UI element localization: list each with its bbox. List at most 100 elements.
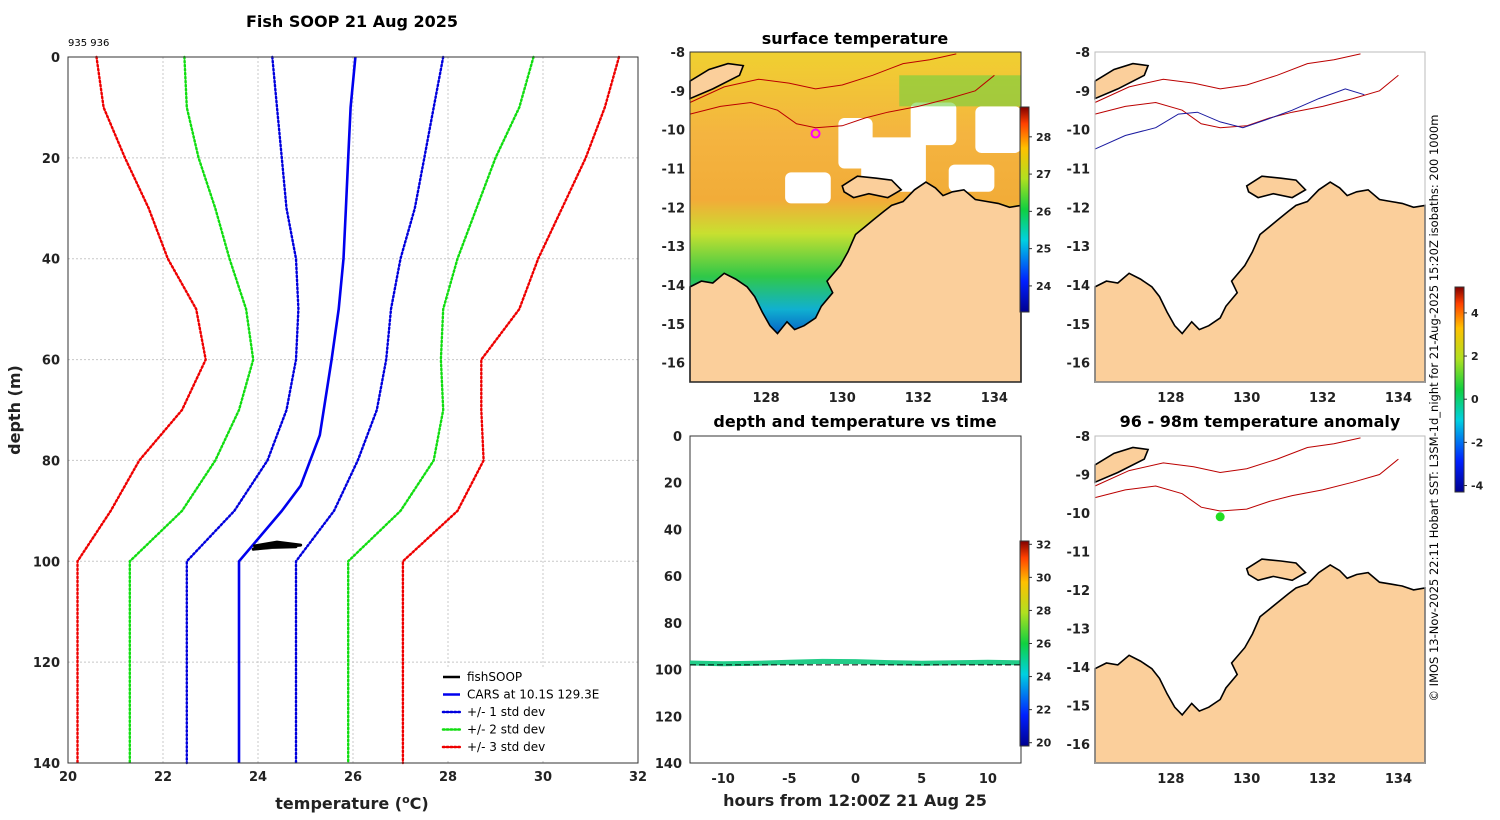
map-ytick-label: -11	[1067, 545, 1091, 560]
sst-colorbar-ticks: 24 25 26 27 28	[1029, 131, 1052, 293]
depth-time-frame	[689, 435, 1022, 764]
legend-label: +/- 1 std dev	[467, 705, 545, 719]
isobath-map-field	[1094, 53, 1426, 383]
colorbar-tick-label: 28	[1036, 604, 1051, 617]
anomaly-colorbar-ticks: -4 -2 0 2 4	[1464, 307, 1484, 493]
profile-xtick-label: 28	[439, 770, 457, 785]
isobath-map-frame	[1094, 51, 1426, 383]
depth-time-xtick-label: -5	[782, 772, 796, 787]
profile-series-line--3-std-dev-lower	[76, 55, 207, 765]
profile-legend: fishSOOP CARS at 10.1S 129.3E +/- 1 std de…	[437, 667, 636, 761]
anomaly-map-title: 96 - 98m temperature anomaly	[1120, 412, 1401, 431]
map-ytick-label: -15	[662, 318, 686, 333]
colorbar-tick-label: 20	[1036, 737, 1052, 750]
profile-xtick-label: 22	[154, 770, 172, 785]
colorbar-tick-label: 2	[1471, 350, 1479, 363]
map-ytick-label: -16	[662, 357, 686, 372]
map-ytick-label: -14	[1067, 661, 1091, 676]
anomaly-map-frame	[1094, 435, 1426, 764]
profile-series	[76, 55, 621, 765]
legend-label: fishSOOP	[467, 670, 522, 684]
profile-ytick-label: 100	[33, 555, 60, 570]
map-ytick-label: -9	[1076, 85, 1090, 100]
anomaly-map-panel: 96 - 98m temperature anomaly 128 130 132 13…	[1067, 286, 1484, 787]
iso-isobath-deep	[1094, 88, 1365, 150]
map-xtick-label: 134	[981, 391, 1008, 406]
map-ytick-label: -9	[1076, 468, 1090, 483]
colorbar-tick-label: 26	[1036, 205, 1052, 218]
map-xtick-label: 134	[1385, 772, 1412, 787]
depth-time-xlabel: hours from 12:00Z 21 Aug 25	[723, 791, 987, 810]
colorbar-tick-label: 24	[1036, 671, 1052, 684]
colorbar-tick-label: 32	[1036, 538, 1051, 551]
profile-xtick-label: 24	[249, 770, 267, 785]
depth-time-title: depth and temperature vs time	[713, 412, 996, 431]
profile-ytick-label: 140	[33, 757, 60, 772]
depth-time-series	[689, 658, 1022, 667]
profile-xtick-label: 20	[59, 770, 77, 785]
colorbar-tick-label: 22	[1036, 704, 1051, 717]
iso-land	[1094, 181, 1426, 383]
profile-panel: Fish SOOP 21 Aug 2025 935 936 20 22 24 26 28…	[5, 12, 647, 813]
map-ytick-label: -11	[662, 162, 686, 177]
sst-map-title: surface temperature	[762, 29, 949, 48]
cloud-gap	[785, 172, 831, 204]
depth-time-xtick-label: -10	[711, 772, 735, 787]
legend-label: +/- 3 std dev	[467, 740, 545, 754]
map-ytick-label: -15	[1067, 318, 1091, 333]
isobath-map-panel: 128 130 132 134 -8 -9 -10 -11 -12 -13 -14 -15 -16	[1067, 46, 1426, 406]
map-ytick-label: -10	[1067, 124, 1091, 139]
iso-isobath-200	[1094, 74, 1399, 129]
depth-time-xtick-label: 5	[917, 772, 926, 787]
sst-isobath-200	[689, 74, 995, 129]
isobath-map-tick-labels: 128 130 132 134 -8 -9 -10 -11 -12 -13 -14 -15 -16	[1067, 46, 1413, 406]
profile-subtitle: 935 936	[68, 38, 109, 49]
colorbar-tick-label: 27	[1036, 168, 1051, 181]
anomaly-isobath-1000	[1094, 437, 1361, 487]
profile-ytick-label: 60	[42, 354, 60, 369]
profile-xtick-label: 26	[344, 770, 362, 785]
colorbar-tick-label: 30	[1036, 571, 1052, 584]
ship-position-marker	[810, 128, 821, 139]
colorbar-tick-label: -4	[1471, 480, 1484, 493]
profile-xtick-label: 30	[534, 770, 552, 785]
map-ytick-label: -12	[1067, 201, 1091, 216]
depth-time-xtick-label: 0	[851, 772, 860, 787]
cloud-gap	[975, 106, 1021, 153]
colorbar-tick-label: 26	[1036, 638, 1052, 651]
profile-xtick-label: 32	[629, 770, 647, 785]
profile-ytick-label: 120	[33, 656, 60, 671]
map-xtick-label: 128	[753, 391, 780, 406]
depth-time-ytick-label: 20	[664, 477, 682, 492]
map-ytick-label: -13	[1067, 622, 1091, 637]
anomaly-map-tick-labels: 128 130 132 134 -8 -9 -10 -11 -12 -13 -14 -15 -16	[1067, 430, 1413, 787]
profile-series-line--2-std-dev-lower	[128, 55, 255, 765]
map-ytick-label: -12	[1067, 584, 1091, 599]
iso-timor	[1094, 62, 1150, 100]
map-ytick-label: -9	[671, 85, 685, 100]
map-ytick-label: -13	[1067, 240, 1091, 255]
depth-time-colorbar-ticks: 20 22 24 26 28 30 32	[1029, 538, 1052, 750]
map-ytick-label: -12	[662, 201, 686, 216]
map-xtick-label: 130	[1233, 391, 1260, 406]
sst-island	[841, 175, 903, 199]
anomaly-land	[1094, 563, 1426, 764]
depth-time-ytick-label: 40	[664, 523, 682, 538]
sst-land	[689, 181, 1022, 383]
iso-island	[1245, 175, 1307, 199]
profile-title: Fish SOOP 21 Aug 2025	[246, 12, 458, 31]
legend-box	[437, 667, 636, 761]
profile-ytick-label: 20	[42, 152, 60, 167]
cloud-gap	[910, 102, 957, 146]
map-ytick-label: -16	[1067, 357, 1091, 372]
profile-series-line--1-std-dev-upper	[294, 55, 445, 765]
legend-label: +/- 2 std dev	[467, 723, 545, 737]
sst-map-field	[689, 52, 1022, 383]
sst-map-tick-labels: 128 130 132 134 -8 -9 -10 -11 -12 -13 -14 -15 -16	[662, 46, 1008, 406]
map-ytick-label: -13	[662, 240, 686, 255]
map-xtick-label: 134	[1385, 391, 1412, 406]
depth-time-colorbar	[1019, 540, 1030, 747]
depth-trace	[689, 658, 1022, 667]
anomaly-island	[1245, 558, 1307, 582]
